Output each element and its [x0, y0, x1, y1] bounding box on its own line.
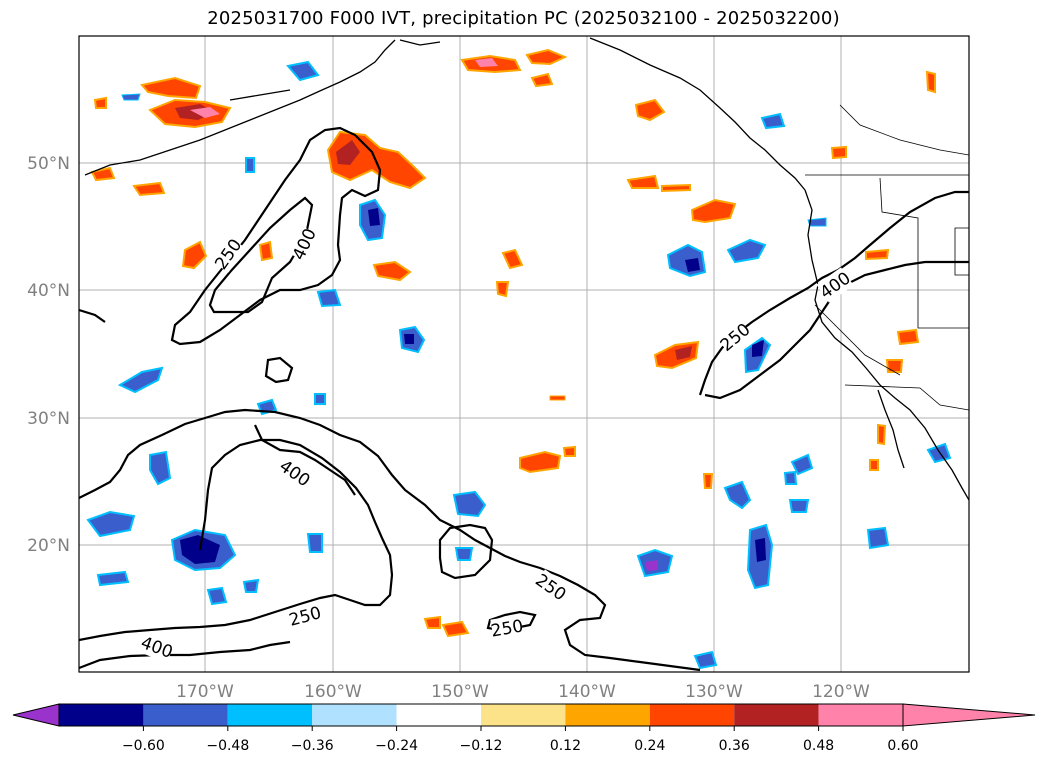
colorbar-segment	[734, 704, 819, 726]
colorbar-tick-label: −0.12	[460, 738, 503, 754]
coastlines	[84, 37, 969, 501]
latitude-labels: 50°N 40°N 30°N 20°N	[27, 154, 70, 556]
colorbar-segment	[396, 704, 481, 726]
gridlines	[79, 36, 969, 672]
colorbar-tick-label: −0.36	[291, 738, 334, 754]
colorbar: −0.60 −0.48 −0.36 −0.24 −0.12 0.12 0.24 …	[12, 703, 1036, 754]
lat-label-20: 20°N	[27, 536, 70, 556]
colorbar-tick-label: 0.48	[803, 738, 834, 754]
lon-label-160w: 160°W	[304, 682, 362, 702]
colorbar-segment	[143, 704, 228, 726]
contour-labels: 250 400 400 250 250 400 250 250 400	[138, 225, 855, 662]
colorbar-segment	[227, 704, 313, 726]
colorbar-segment	[481, 704, 566, 726]
colorbar-segment	[649, 704, 735, 726]
lon-label-130w: 130°W	[685, 682, 743, 702]
colorbar-segment	[818, 704, 903, 726]
colorbar-segment	[59, 704, 144, 726]
lon-label-140w: 140°W	[558, 682, 616, 702]
colorbar-tick-label: −0.60	[122, 738, 165, 754]
colorbar-tick-label: −0.48	[206, 738, 249, 754]
colorbar-tick-label: −0.24	[375, 738, 418, 754]
colorbar-tick-label: 0.36	[719, 738, 750, 754]
longitude-labels: 170°W 160°W 150°W 140°W 130°W 120°W	[176, 682, 870, 702]
colorbar-ticks	[142, 726, 904, 731]
colorbar-segment	[565, 704, 650, 726]
map-title: 2025031700 F000 IVT, precipitation PC (2…	[207, 8, 840, 29]
map-background	[79, 36, 969, 672]
colorbar-tick-label: 0.12	[550, 738, 581, 754]
lat-label-50: 50°N	[27, 154, 70, 174]
colorbar-extend-left	[12, 703, 60, 727]
colorbar-segment	[312, 704, 397, 726]
colorbar-extend-right	[902, 703, 1036, 727]
colorbar-tick-label: 0.24	[634, 738, 665, 754]
map-frame	[78, 35, 970, 673]
lon-label-150w: 150°W	[431, 682, 489, 702]
precip-negative-patches	[86, 60, 952, 670]
lat-label-30: 30°N	[27, 409, 70, 429]
lat-label-40: 40°N	[27, 281, 70, 301]
lon-label-170w: 170°W	[176, 682, 234, 702]
lon-label-120w: 120°W	[812, 682, 870, 702]
colorbar-tick-label: 0.60	[887, 738, 918, 754]
borders	[805, 104, 969, 411]
